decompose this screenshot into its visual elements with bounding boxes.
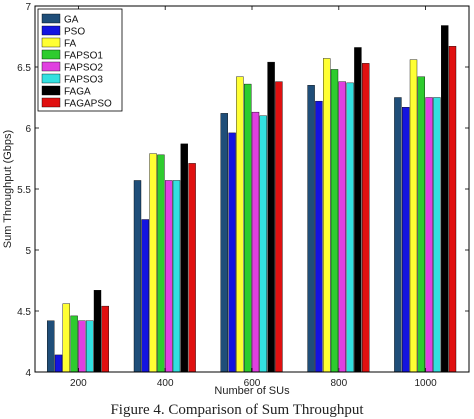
bar-fapso3-1000 [433, 97, 441, 373]
bar-pso-200 [54, 354, 63, 373]
bar-ga-800 [307, 85, 315, 373]
legend-label-fa: FA [64, 39, 77, 50]
legend-swatch-pso [41, 25, 61, 36]
legend-label-fagapso: FAGAPSO [64, 99, 112, 110]
legend-label-ga: GA [64, 15, 79, 26]
bar-fagapso-800 [362, 63, 370, 373]
y-tick-label: 6 [25, 124, 31, 135]
y-tick-label: 4.5 [17, 307, 31, 318]
x-tick-label: 800 [330, 378, 347, 389]
x-axis-label: Number of SUs [214, 385, 290, 397]
figure-caption: Figure 4. Comparison of Sum Throughput [110, 402, 364, 418]
bar-fa-1000 [409, 59, 418, 373]
bar-pso-400 [141, 219, 150, 373]
bar-pso-1000 [402, 107, 410, 373]
bar-faga-600 [267, 61, 275, 373]
bar-fapso3-600 [259, 115, 267, 373]
bar-ga-400 [133, 180, 142, 373]
legend-swatch-fagapso [41, 97, 61, 108]
axis-ticks: 4 4.5 5 5.5 6 6.5 7 200 400 600 800 1000 [17, 2, 469, 389]
bar-fapso1-800 [330, 69, 339, 373]
bar-fapso2-400 [164, 180, 173, 373]
y-axis-label: Sum Throughput (Gbps) [2, 130, 14, 248]
bar-fapso3-400 [172, 180, 181, 373]
bar-faga-400 [180, 143, 189, 373]
bar-fapso1-200 [70, 315, 78, 373]
x-tick-label: 1000 [414, 378, 437, 389]
bar-pso-600 [228, 132, 236, 373]
legend-label-faga: FAGA [64, 87, 91, 98]
y-tick-label: 7 [25, 2, 31, 13]
bar-fapso1-600 [243, 83, 252, 373]
bar-faga-1000 [441, 25, 449, 373]
bar-ga-200 [47, 320, 55, 373]
bar-faga-200 [93, 290, 102, 373]
x-tick-label: 400 [157, 378, 174, 389]
legend-swatch-fapso1 [41, 49, 61, 60]
y-tick-label: 5 [25, 246, 31, 257]
y-tick-label: 4 [25, 368, 31, 379]
bar-fapso3-200 [85, 320, 94, 373]
bar-fagapso-200 [101, 305, 110, 373]
legend-label-fapso1: FAPSO1 [64, 51, 103, 62]
legend-swatch-faga [41, 85, 61, 96]
bar-fagapso-600 [275, 81, 283, 373]
legend-swatch-fa [41, 37, 61, 48]
bar-ga-1000 [394, 97, 402, 373]
y-tick-label: 5.5 [17, 185, 31, 196]
bar-fa-200 [62, 303, 70, 373]
legend-label-pso: PSO [64, 27, 85, 38]
bar-fa-800 [323, 58, 331, 373]
bar-faga-800 [354, 47, 362, 373]
bar-fapso3-800 [346, 82, 354, 373]
x-tick-label: 200 [70, 378, 87, 389]
legend-swatch-fapso2 [41, 61, 61, 72]
bar-fapso2-600 [251, 111, 260, 373]
legend-label-fapso2: FAPSO2 [64, 63, 103, 74]
bar-pso-800 [315, 100, 323, 373]
y-tick-label: 6.5 [17, 63, 31, 74]
bar-fagapso-1000 [448, 46, 457, 373]
x-tick-label: 600 [244, 378, 261, 389]
bar-fapso1-1000 [417, 76, 425, 373]
legend-swatch-ga [41, 13, 61, 24]
bar-fapso2-200 [78, 320, 86, 373]
bar-fapso2-800 [338, 81, 346, 373]
bar-fa-600 [236, 76, 244, 373]
bar-fagapso-400 [188, 163, 196, 373]
bars-layer [47, 25, 457, 373]
bar-ga-600 [220, 113, 229, 373]
bar-fa-400 [149, 153, 157, 373]
bar-fapso2-1000 [425, 97, 433, 373]
bar-fapso1-400 [157, 154, 165, 373]
legend-swatch-fapso3 [41, 73, 61, 84]
legend-label-fapso3: FAPSO3 [64, 75, 103, 86]
